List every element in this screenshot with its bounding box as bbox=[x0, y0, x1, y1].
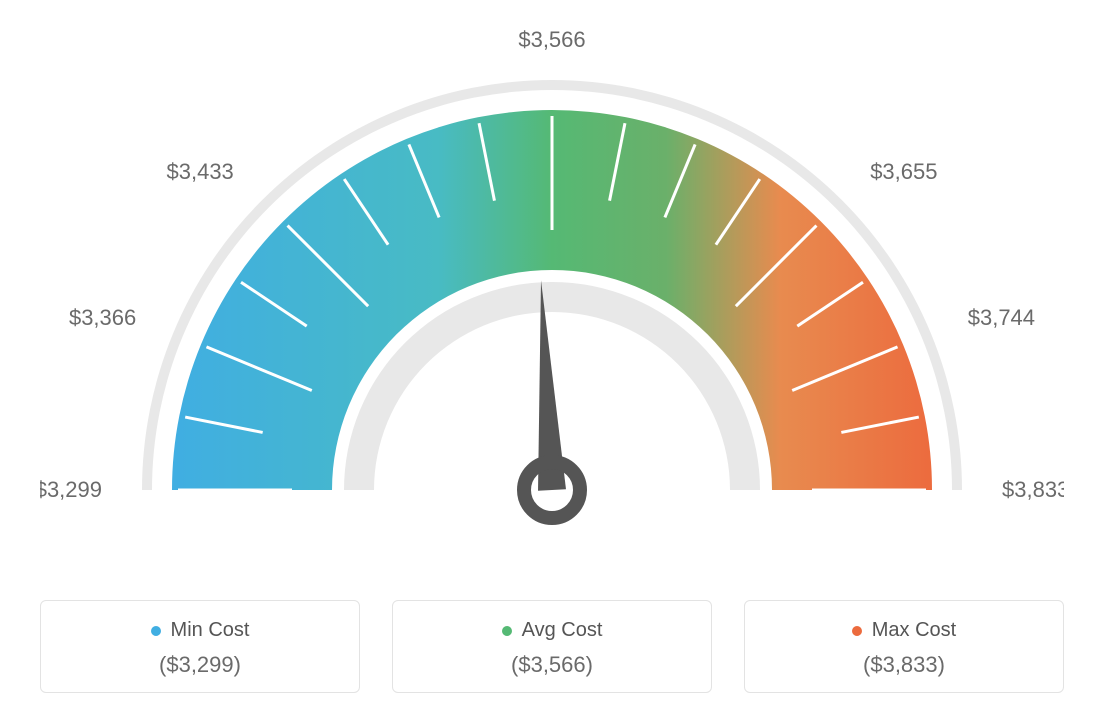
min-cost-value: ($3,299) bbox=[51, 652, 349, 678]
gauge-container: $3,299 $3,366 $3,433 $3,566 $3,655 $3,744 $3,8… bbox=[40, 20, 1064, 580]
avg-cost-label: Avg Cost bbox=[522, 619, 603, 642]
svg-text:$3,566: $3,566 bbox=[518, 27, 585, 52]
min-cost-label: Min Cost bbox=[171, 619, 250, 642]
max-cost-label: Max Cost bbox=[872, 619, 956, 642]
min-cost-card: Min Cost ($3,299) bbox=[40, 600, 360, 693]
svg-text:$3,433: $3,433 bbox=[167, 159, 234, 184]
max-cost-value: ($3,833) bbox=[755, 652, 1053, 678]
svg-text:$3,299: $3,299 bbox=[40, 477, 102, 502]
summary-cards: Min Cost ($3,299) Avg Cost ($3,566) Max … bbox=[40, 600, 1064, 693]
avg-cost-value: ($3,566) bbox=[403, 652, 701, 678]
avg-dot-icon bbox=[502, 626, 512, 636]
max-dot-icon bbox=[852, 626, 862, 636]
svg-text:$3,366: $3,366 bbox=[69, 305, 136, 330]
min-dot-icon bbox=[151, 626, 161, 636]
max-cost-title: Max Cost bbox=[852, 619, 956, 642]
max-cost-card: Max Cost ($3,833) bbox=[744, 600, 1064, 693]
gauge-chart: $3,299 $3,366 $3,433 $3,566 $3,655 $3,744 $3,8… bbox=[40, 20, 1064, 580]
avg-cost-title: Avg Cost bbox=[502, 619, 603, 642]
svg-text:$3,655: $3,655 bbox=[870, 159, 937, 184]
min-cost-title: Min Cost bbox=[151, 619, 250, 642]
svg-text:$3,833: $3,833 bbox=[1002, 477, 1064, 502]
avg-cost-card: Avg Cost ($3,566) bbox=[392, 600, 712, 693]
svg-text:$3,744: $3,744 bbox=[968, 305, 1035, 330]
